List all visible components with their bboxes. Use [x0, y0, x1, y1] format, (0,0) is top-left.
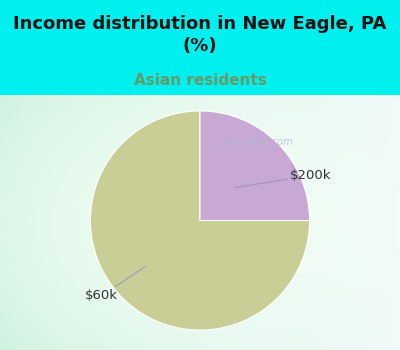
Text: $60k: $60k — [85, 266, 145, 302]
Text: $200k: $200k — [235, 169, 331, 188]
Text: Asian residents: Asian residents — [134, 73, 266, 88]
Wedge shape — [90, 111, 310, 330]
Text: Income distribution in New Eagle, PA
(%): Income distribution in New Eagle, PA (%) — [13, 15, 387, 55]
Text: City-Data.com: City-Data.com — [220, 136, 294, 147]
Wedge shape — [200, 111, 310, 220]
